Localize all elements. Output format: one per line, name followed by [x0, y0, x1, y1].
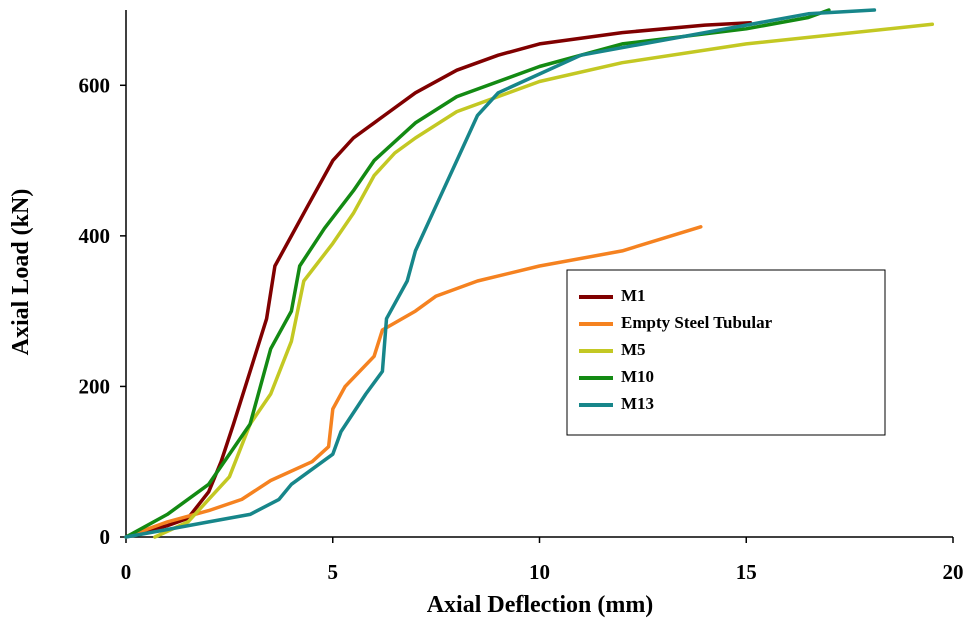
- y-tick-label: 400: [79, 224, 111, 248]
- legend-label: M5: [621, 340, 646, 359]
- x-tick-label: 15: [736, 560, 757, 584]
- legend-label: M1: [621, 286, 646, 305]
- series-line: [124, 8, 877, 539]
- x-axis-title: Axial Deflection (mm): [427, 592, 654, 618]
- series-line: [153, 22, 935, 539]
- legend-label: Empty Steel Tubular: [621, 313, 773, 332]
- x-tick-label: 20: [943, 560, 964, 584]
- y-tick-label: 0: [100, 525, 111, 549]
- y-tick-label: 600: [79, 73, 111, 97]
- series-line: [124, 21, 753, 539]
- y-axis-title: Axial Load (kN): [8, 189, 34, 356]
- x-tick-label: 0: [121, 560, 132, 584]
- legend-label: M10: [621, 367, 654, 386]
- y-tick-label: 200: [79, 374, 111, 398]
- series-line: [124, 8, 831, 539]
- series-line: [124, 225, 703, 539]
- legend-label: M13: [621, 394, 654, 413]
- legend-box: [566, 269, 886, 436]
- x-tick-label: 5: [328, 560, 339, 584]
- x-tick-label: 10: [529, 560, 550, 584]
